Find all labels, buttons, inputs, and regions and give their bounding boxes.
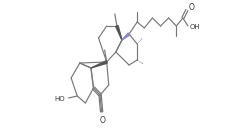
Text: HO: HO (54, 96, 65, 102)
Text: O: O (189, 3, 195, 13)
Polygon shape (116, 26, 122, 40)
Text: O: O (100, 116, 106, 125)
Polygon shape (91, 61, 107, 68)
Text: OH: OH (190, 24, 200, 30)
Polygon shape (122, 33, 130, 40)
